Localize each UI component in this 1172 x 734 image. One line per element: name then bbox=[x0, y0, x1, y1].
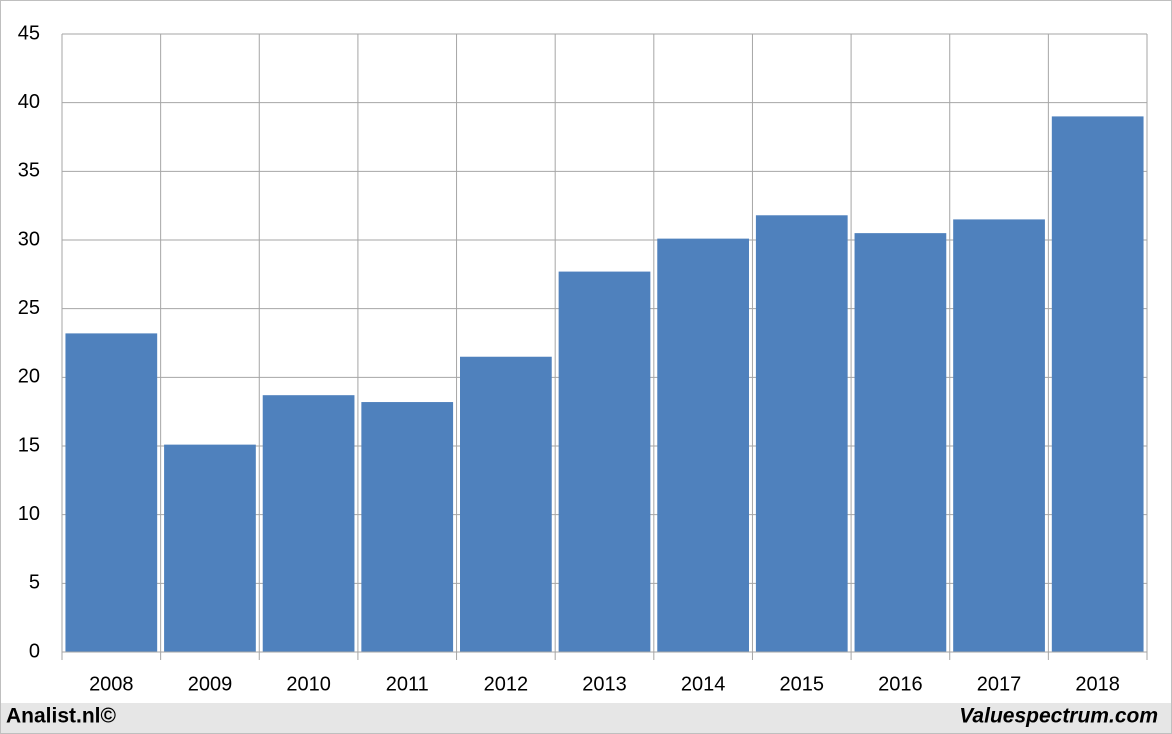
bar bbox=[1051, 116, 1144, 652]
x-tick-label: 2017 bbox=[977, 673, 1022, 695]
y-tick-label: 45 bbox=[18, 22, 40, 44]
x-tick-label: 2009 bbox=[188, 673, 233, 695]
x-tick-label: 2016 bbox=[878, 673, 923, 695]
footer-right: Valuespectrum.com bbox=[959, 705, 1158, 728]
x-tick-label: 2010 bbox=[286, 673, 331, 695]
y-tick-label: 20 bbox=[18, 366, 40, 388]
x-tick-label: 2018 bbox=[1075, 673, 1120, 695]
x-tick-label: 2011 bbox=[386, 673, 429, 695]
bar bbox=[558, 271, 651, 652]
footer-left: Analist.nl© bbox=[6, 705, 117, 728]
footer-strip bbox=[1, 703, 1171, 733]
y-tick-label: 15 bbox=[18, 434, 40, 456]
y-tick-label: 35 bbox=[18, 160, 40, 182]
x-tick-label: 2013 bbox=[582, 673, 627, 695]
bar bbox=[755, 215, 848, 652]
x-tick-label: 2014 bbox=[681, 673, 726, 695]
y-tick-label: 40 bbox=[18, 91, 40, 113]
bar bbox=[657, 238, 750, 653]
y-tick-label: 30 bbox=[18, 228, 40, 250]
bar bbox=[459, 356, 552, 652]
bar bbox=[262, 395, 355, 652]
bar bbox=[953, 219, 1045, 652]
y-tick-label: 25 bbox=[18, 297, 40, 319]
bar bbox=[361, 402, 454, 652]
bar bbox=[854, 233, 947, 652]
x-tick-label: 2015 bbox=[780, 673, 825, 695]
x-tick-label: 2008 bbox=[89, 673, 134, 695]
y-tick-label: 5 bbox=[29, 572, 40, 594]
x-tick-label: 2012 bbox=[484, 673, 529, 695]
bar bbox=[164, 444, 256, 652]
bar bbox=[65, 333, 158, 652]
y-tick-label: 0 bbox=[29, 640, 40, 662]
y-tick-label: 10 bbox=[18, 503, 40, 525]
